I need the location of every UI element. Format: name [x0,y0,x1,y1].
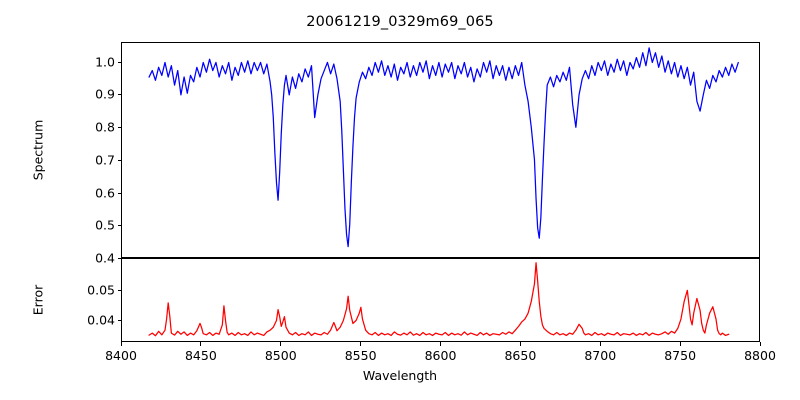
x-tick-mark [120,342,122,346]
x-tick-label: 8650 [504,348,537,363]
x-tick-label: 8700 [584,348,617,363]
error-axis-title: Error [30,284,46,316]
y-tick-label-spectrum: 1.0 [95,54,115,70]
x-tick-mark [599,342,601,346]
y-tick-mark-spectrum [117,225,121,227]
y-tick-label-spectrum: 0.4 [95,250,115,266]
x-tick-mark [519,342,521,346]
x-tick-mark [200,342,202,346]
y-tick-label-error: 0.04 [87,312,115,327]
y-tick-mark-spectrum [117,159,121,161]
x-tick-label: 8600 [424,348,457,363]
x-tick-label: 8550 [344,348,377,363]
spectrum-axis-title: Spectrum [30,119,46,181]
y-tick-label-spectrum: 0.7 [95,152,115,168]
wavelength-axis-title: Wavelength [362,368,438,383]
y-tick-mark-spectrum [117,192,121,194]
y-tick-label-spectrum: 0.6 [95,185,115,201]
figure-title: 20061219_0329m69_065 [306,14,494,30]
x-tick-mark [280,342,282,346]
y-tick-mark-spectrum [117,61,121,63]
y-tick-mark-spectrum [117,258,121,259]
y-tick-mark-spectrum [117,94,121,96]
y-tick-label-error: 0.05 [87,282,115,297]
y-tick-mark-error [117,289,121,291]
y-tick-label-spectrum: 0.9 [95,86,115,102]
x-tick-mark [360,342,362,346]
y-tick-mark-spectrum [117,127,121,129]
x-tick-mark [440,342,441,346]
spectrum-line-plot [122,43,759,257]
x-tick-label: 8450 [184,348,217,363]
y-tick-label-spectrum: 0.8 [95,119,115,135]
error-trace [149,263,729,336]
spectrum-panel [121,42,760,258]
x-tick-mark [679,342,681,346]
x-tick-mark [759,342,761,346]
spectrum-trace [149,48,738,247]
x-tick-label: 8750 [664,348,697,363]
x-tick-label: 8400 [105,348,137,363]
x-tick-label: 8500 [264,348,297,363]
x-tick-label: 8800 [744,348,776,363]
error-line-plot [122,259,759,341]
y-tick-mark-error [117,319,121,321]
error-panel [121,258,760,342]
y-tick-label-spectrum: 0.5 [95,217,115,233]
